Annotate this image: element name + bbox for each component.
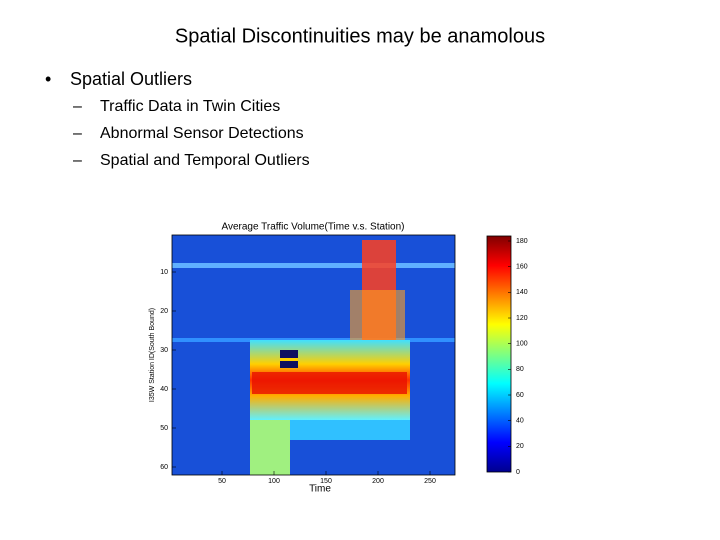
x-tick-label: 250 xyxy=(424,478,436,485)
colorbar-tick-label: 120 xyxy=(516,315,528,322)
x-axis-label: Time xyxy=(309,484,331,495)
x-tick-label: 50 xyxy=(218,478,226,485)
colorbar-tick-label: 140 xyxy=(516,289,528,296)
colorbar-tick-label: 160 xyxy=(516,264,528,271)
colorbar-tick-label: 80 xyxy=(516,366,524,373)
figure-title: Average Traffic Volume(Time v.s. Station… xyxy=(221,222,404,233)
x-tick-label: 200 xyxy=(372,478,384,485)
colorbar-tick-label: 0 xyxy=(516,469,520,476)
y-tick-label: 50 xyxy=(160,425,168,432)
sub-bullet: Spatial and Temporal Outliers xyxy=(100,152,310,169)
sub-bullet: Abnormal Sensor Detections xyxy=(100,125,304,142)
y-tick-label: 10 xyxy=(160,269,168,276)
y-tick-label: 60 xyxy=(160,464,168,471)
colorbar-tick-label: 100 xyxy=(516,341,528,348)
bullet-marker: • xyxy=(45,69,51,89)
x-tick-label: 150 xyxy=(320,478,332,485)
sub-bullet-marker: – xyxy=(73,98,82,115)
y-axis-label: I35W Station ID(South Bound) xyxy=(149,308,156,402)
sub-bullet-marker: – xyxy=(73,152,82,169)
sub-bullet: Traffic Data in Twin Cities xyxy=(100,98,280,115)
y-tick-label: 30 xyxy=(160,347,168,354)
colorbar-tick-label: 40 xyxy=(516,418,524,425)
sub-bullet-marker: – xyxy=(73,125,82,142)
bullet: Spatial Outliers xyxy=(70,69,192,89)
colorbar-tick-label: 60 xyxy=(516,392,524,399)
slide-title: Spatial Discontinuities may be anamolous xyxy=(175,25,545,47)
colorbar-tick-label: 20 xyxy=(516,443,524,450)
heatmap xyxy=(171,234,512,476)
colorbar-tick-label: 180 xyxy=(516,238,528,245)
y-tick-label: 20 xyxy=(160,308,168,315)
y-tick-label: 40 xyxy=(160,386,168,393)
x-tick-label: 100 xyxy=(268,478,280,485)
